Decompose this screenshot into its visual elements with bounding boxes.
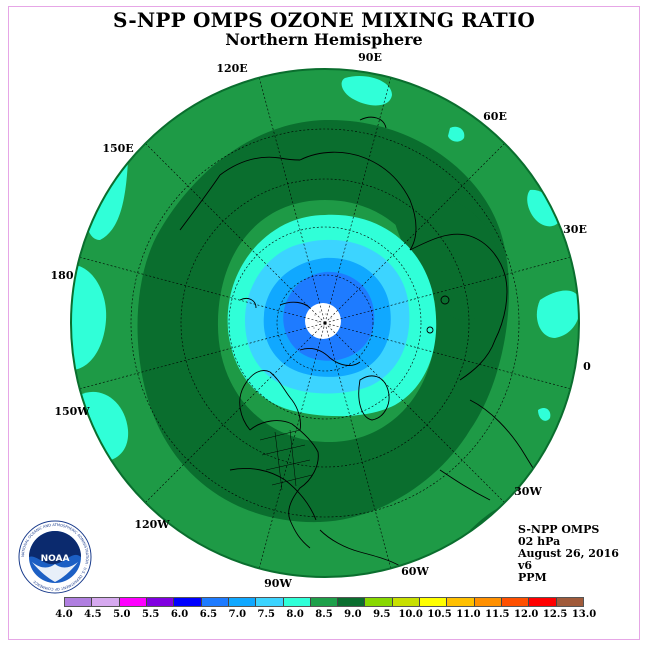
colorbar-segment <box>256 598 284 606</box>
lon-label-150w: 150W <box>54 405 90 418</box>
colorbar-segment <box>283 598 311 606</box>
info-level: 02 hPa <box>518 535 561 548</box>
colorbar-segment <box>65 598 93 606</box>
lon-label-90e: 90E <box>358 51 382 64</box>
colorbar-segment <box>146 598 175 606</box>
lon-label-150e: 150E <box>102 142 133 155</box>
lon-label-90w: 90W <box>264 577 292 590</box>
colorbar-segment <box>310 598 339 606</box>
colorbar-tick-label: 6.0 <box>170 609 189 620</box>
colorbar-segment <box>201 598 229 606</box>
lon-label-120e: 120E <box>216 62 247 75</box>
political-boundaries <box>259 429 313 491</box>
figure-frame <box>8 6 640 640</box>
lon-label-120w: 120W <box>134 518 170 531</box>
colorbar-segment <box>502 598 530 606</box>
colorbar-segment <box>228 598 257 606</box>
lon-label-60w: 60W <box>401 565 429 578</box>
colorbar-segment <box>365 598 393 606</box>
colorbar-tick-label: 4.5 <box>84 609 102 620</box>
map-boundary <box>70 68 580 578</box>
colorbar-tick-label: 10.5 <box>427 609 452 620</box>
lon-label-30w: 30W <box>514 485 542 498</box>
colorbar <box>64 597 584 607</box>
colorbar-segment <box>392 598 421 606</box>
colorbar-segment <box>529 598 557 606</box>
coastlines <box>179 116 561 567</box>
longitude-labels: 90E 60E 30E 0 30W 60W 90W 120W 150W 180 … <box>51 51 592 590</box>
colorbar-tick-label: 13.0 <box>571 609 597 620</box>
colorbar-segment <box>119 598 147 606</box>
field-dark-patch-east <box>391 191 498 321</box>
field-cyan-30e <box>527 189 560 227</box>
lon-label-30e: 30E <box>563 223 587 236</box>
colorbar-segment <box>474 598 502 606</box>
colorbar-segment <box>447 598 475 606</box>
colorbar-tick-label: 4.0 <box>55 609 73 620</box>
field-cyan-60e <box>448 126 465 142</box>
colorbar-tick-label: 7.5 <box>257 609 275 620</box>
noaa-logo: NOAA NATIONAL OCEANIC AND ATMOSPHERIC AD… <box>18 520 92 594</box>
colorbar-segment <box>338 598 366 606</box>
colorbar-tick-label: 8.5 <box>315 609 333 620</box>
colorbar-segment <box>420 598 448 606</box>
lon-label-0: 0 <box>583 360 591 373</box>
map-subtitle: Northern Hemisphere <box>225 30 423 49</box>
latitude-circles <box>130 128 520 518</box>
colorbar-tick-label: 8.0 <box>286 609 304 620</box>
colorbar-tick-label: 6.5 <box>199 609 218 620</box>
field-cyan-0 <box>536 290 579 338</box>
lon-label-180: 180 <box>51 269 74 282</box>
colorbar-segment <box>174 598 202 606</box>
colorbar-tick-label: 11.5 <box>485 609 510 620</box>
map-title: S-NPP OMPS OZONE MIXING RATIO <box>113 8 535 32</box>
pole-dots <box>313 311 332 329</box>
field-cyan-180 <box>71 264 107 371</box>
info-date: August 26, 2016 <box>518 547 619 560</box>
logo-wordmark: NOAA <box>41 554 70 564</box>
colorbar-tick-label: 7.0 <box>228 609 247 620</box>
colorbar-tick-label: 5.0 <box>113 609 131 620</box>
colorbar-tick-label: 11.0 <box>456 609 481 620</box>
colorbar-tick-label: 12.0 <box>514 609 539 620</box>
colorbar-tick-label: 9.5 <box>373 609 391 620</box>
colorbar-segment <box>92 598 120 606</box>
info-block: S-NPP OMPS 02 hPa August 26, 2016 v6 PPM <box>518 524 619 584</box>
info-instrument: S-NPP OMPS <box>518 523 600 536</box>
field-cyan-0-south <box>538 407 551 421</box>
lon-label-60e: 60E <box>483 110 507 123</box>
field-cyan-90e <box>341 75 392 106</box>
info-units: PPM <box>518 571 547 584</box>
colorbar-tick-label: 12.5 <box>542 609 568 620</box>
info-version: v6 <box>518 559 533 572</box>
colorbar-tick-label: 5.5 <box>141 609 160 620</box>
colorbar-tick-label: 9.0 <box>344 609 362 620</box>
colorbar-segment <box>556 598 583 606</box>
colorbar-tick-label: 10.0 <box>398 609 423 620</box>
colorbar-labels: 4.0 4.5 5.0 5.5 6.0 6.5 7.0 7.5 8.0 8.5 9.0 9.5 10.0… <box>0 609 648 623</box>
